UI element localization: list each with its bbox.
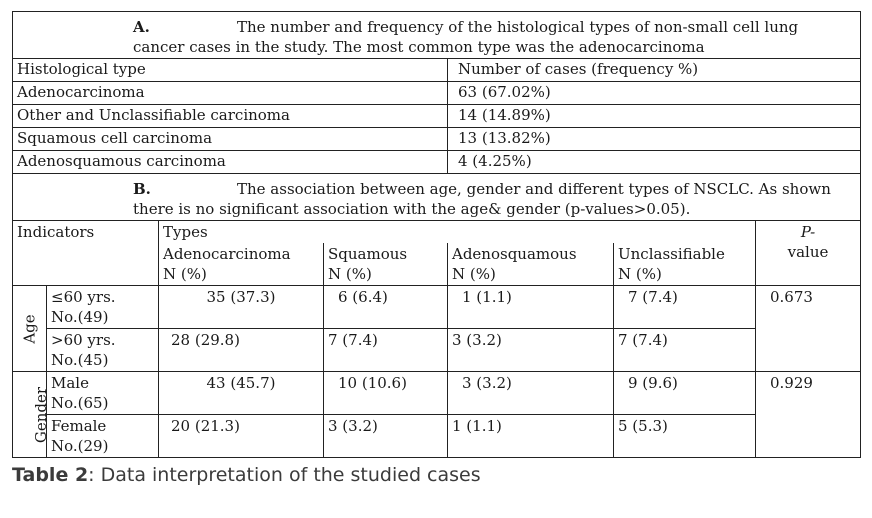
row-label: >60 yrs. No.(45)	[46, 328, 159, 372]
row-label: Male No.(65)	[46, 371, 159, 415]
pvalue-cell: 0.673	[754, 285, 862, 372]
data-cell: 7 (7.4)	[323, 328, 448, 372]
histo-type-cell: Squamous cell carcinoma	[12, 127, 448, 151]
histo-type-cell: Other and Unclassifiable carcinoma	[12, 104, 448, 128]
histo-value-cell: 4 (4.25%)	[446, 150, 862, 174]
col-header-adenosquamous: Adenosquamous N (%)	[447, 243, 614, 286]
caption-text: : Data interpretation of the studied cas…	[88, 464, 481, 486]
section-b-letter: B.	[133, 180, 151, 198]
section-a-letter: A.	[133, 18, 150, 36]
data-cell: 10 (10.6)	[323, 371, 448, 415]
col-header-squamous: Squamous N (%)	[323, 243, 448, 286]
col-header-unclassifiable: Unclassifiable N (%)	[613, 243, 756, 286]
col-histological-type-header: Histological type	[12, 58, 448, 82]
histo-value-cell: 63 (67.02%)	[446, 81, 862, 105]
pvalue-header-p: P-	[800, 223, 816, 241]
indicators-header: Indicators	[12, 220, 159, 286]
section-b-title: B. The association between age, gender an…	[11, 173, 862, 221]
data-cell: 1 (1.1)	[447, 285, 614, 329]
data-cell: 20 (21.3)	[158, 414, 324, 458]
pvalue-header-word: value	[787, 243, 829, 261]
caption-label: Table 2	[12, 464, 89, 486]
data-cell: 35 (37.3)	[158, 285, 324, 329]
section-a-title-text: The number and frequency of the histolog…	[133, 18, 799, 56]
data-cell: 3 (3.2)	[447, 328, 614, 372]
col-number-cases-header: Number of cases (frequency %)	[446, 58, 862, 82]
histo-value-cell: 13 (13.82%)	[446, 127, 862, 151]
histo-value-cell: 14 (14.89%)	[446, 104, 862, 128]
pvalue-cell: 0.929	[754, 371, 862, 458]
table-caption: Table 2: Data interpretation of the stud…	[12, 464, 860, 486]
data-cell: 7 (7.4)	[613, 285, 756, 329]
data-cell: 9 (9.6)	[613, 371, 756, 415]
row-label: Female No.(29)	[46, 414, 159, 458]
data-cell: 6 (6.4)	[323, 285, 448, 329]
histo-type-cell: Adenosquamous carcinoma	[12, 150, 448, 174]
data-cell: 3 (3.2)	[447, 371, 614, 415]
data-table: A. The number and frequency of the histol…	[11, 11, 862, 458]
pvalue-header: P- value	[754, 220, 862, 286]
data-cell: 7 (7.4)	[613, 328, 756, 372]
group-label-gender: Gender	[12, 371, 50, 458]
table-container: A. The number and frequency of the histol…	[11, 11, 862, 486]
data-cell: 5 (5.3)	[613, 414, 756, 458]
histo-type-cell: Adenocarcinoma	[12, 81, 448, 105]
types-header: Types	[158, 220, 756, 243]
data-cell: 28 (29.8)	[158, 328, 324, 372]
group-label-age: Age	[12, 285, 47, 372]
section-a-title: A. The number and frequency of the histol…	[11, 11, 862, 59]
section-b-title-text: The association between age, gender and …	[133, 180, 831, 218]
data-cell: 3 (3.2)	[323, 414, 448, 458]
data-cell: 1 (1.1)	[447, 414, 614, 458]
data-cell: 43 (45.7)	[158, 371, 324, 415]
row-label: ≤60 yrs. No.(49)	[46, 285, 159, 329]
col-header-adenocarcinoma: Adenocarcinoma N (%)	[158, 243, 324, 286]
